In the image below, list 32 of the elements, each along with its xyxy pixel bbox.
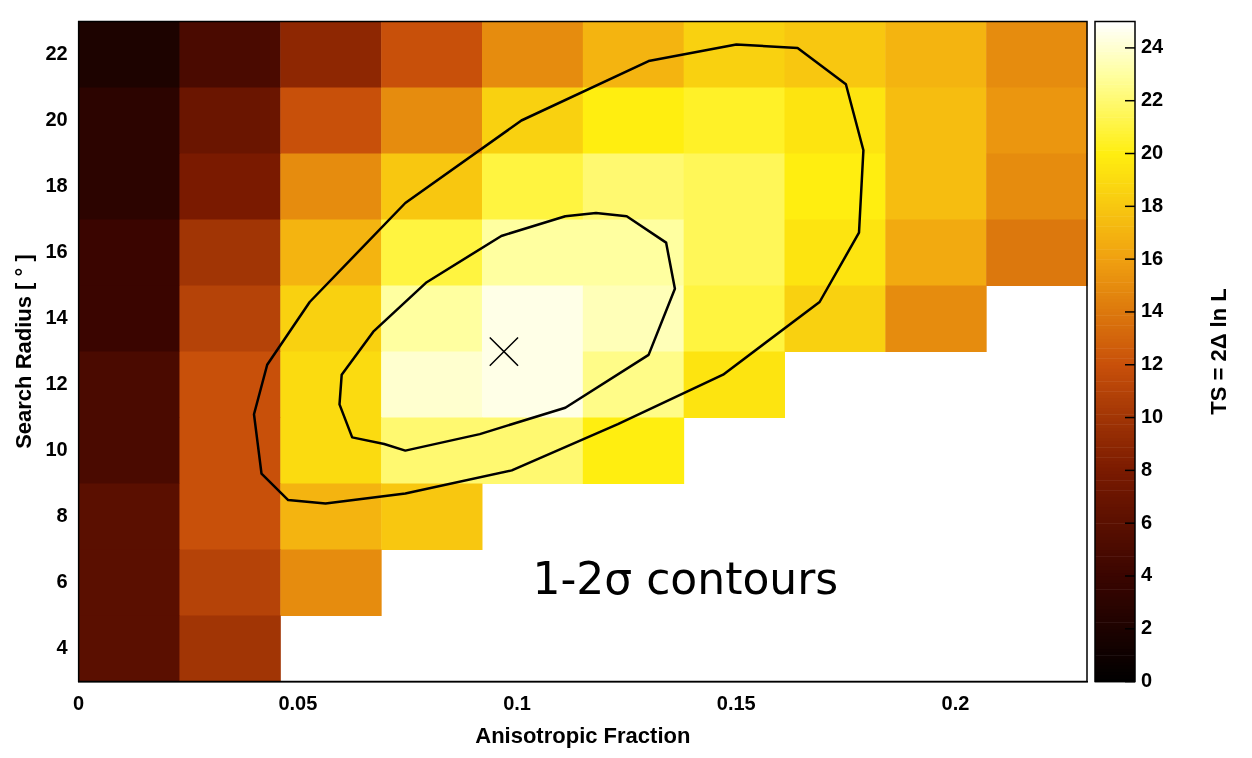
annotation: 1-2σ contours [532, 553, 839, 605]
y-tick-label: 12 [45, 372, 68, 395]
color-bar-label: 2 [1141, 616, 1153, 639]
color-bar-label: 8 [1141, 457, 1153, 480]
y-tick-label: 20 [45, 108, 68, 131]
color-bar-label: 12 [1141, 352, 1164, 375]
color-bar-title: TS = 2Δ ln L [1206, 288, 1232, 415]
color-bar-label: 6 [1141, 510, 1153, 533]
y-tick-label: 8 [56, 504, 68, 527]
color-bar-label: 22 [1141, 88, 1164, 111]
color-bar-label: 16 [1141, 246, 1164, 269]
color-bar-label: 0 [1141, 669, 1153, 692]
x-axis-title: Anisotropic Fraction [475, 722, 691, 748]
x-tick-label: 0.15 [716, 692, 756, 715]
y-tick-label: 10 [45, 438, 68, 461]
color-bar-label: 14 [1141, 299, 1165, 322]
color-bar-label: 20 [1141, 141, 1164, 164]
y-tick-label: 4 [56, 636, 69, 659]
y-tick-label: 6 [56, 570, 68, 593]
color-bar-label: 4 [1141, 563, 1153, 586]
y-tick-label: 16 [45, 240, 68, 263]
y-tick-label: 18 [45, 174, 68, 197]
x-tick-label: 0.2 [941, 692, 970, 715]
y-tick-label: 22 [45, 42, 68, 65]
color-bar-label: 18 [1141, 193, 1164, 216]
y-axis-title: Search Radius [ ° ] [11, 254, 37, 449]
color-bar-label: 24 [1141, 35, 1165, 58]
color-bar-label: 10 [1141, 405, 1164, 428]
x-tick-label: 0 [73, 692, 85, 715]
x-tick-label: 0.1 [503, 692, 531, 715]
x-tick-label: 0.05 [278, 692, 318, 715]
y-tick-label: 14 [45, 306, 69, 329]
